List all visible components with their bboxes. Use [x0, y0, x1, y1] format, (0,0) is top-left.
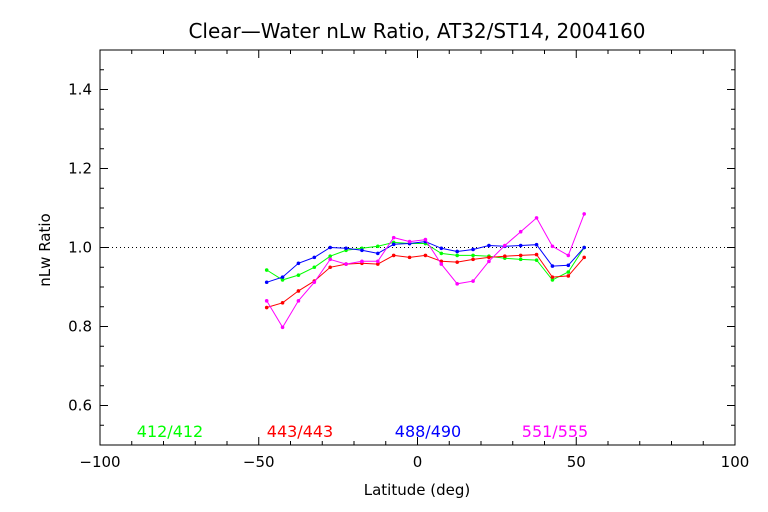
data-point — [407, 255, 412, 260]
data-point — [296, 273, 301, 277]
data-point — [328, 254, 332, 258]
y-tick-label: 1.4 — [68, 81, 92, 99]
data-point — [344, 246, 348, 251]
data-point — [280, 325, 285, 330]
data-point — [264, 268, 269, 272]
data-point — [550, 244, 555, 249]
data-point — [518, 243, 523, 248]
data-point — [439, 262, 444, 266]
data-point — [439, 246, 444, 251]
data-point — [376, 262, 380, 266]
x-tick-label: 0 — [413, 453, 423, 471]
data-point — [423, 253, 428, 258]
y-axis-label: nLw Ratio — [36, 213, 54, 286]
x-tick-label: −50 — [243, 453, 275, 471]
data-point — [487, 255, 491, 260]
data-point — [566, 253, 571, 258]
x-tick-label: 100 — [721, 453, 750, 471]
data-point — [471, 253, 475, 258]
data-point — [344, 262, 348, 266]
data-point — [518, 229, 523, 234]
x-axis-label: Latitude (deg) — [364, 481, 470, 499]
data-point — [280, 278, 285, 282]
series-443-443 — [264, 252, 586, 310]
data-point — [534, 216, 539, 220]
series-551-555 — [264, 212, 586, 330]
data-point — [534, 242, 539, 247]
data-point — [296, 261, 301, 266]
y-tick-label: 1.2 — [68, 160, 92, 178]
data-point — [582, 255, 586, 260]
data-point — [439, 251, 444, 256]
data-point — [550, 275, 555, 279]
data-point — [455, 253, 459, 258]
y-tick-label: 1.0 — [68, 239, 92, 257]
series-layer — [264, 212, 586, 330]
data-point — [328, 245, 332, 250]
data-point — [312, 280, 317, 285]
tick-labels: −100 −50 0 50 100 0.6 0.8 1.0 1.2 1.4 — [68, 81, 749, 472]
data-point — [312, 265, 317, 270]
data-point — [264, 299, 269, 303]
data-point — [312, 255, 317, 260]
data-point — [582, 212, 586, 216]
data-point — [360, 259, 364, 264]
data-point — [471, 247, 475, 252]
data-point — [391, 242, 396, 247]
data-point — [550, 264, 555, 268]
series-line — [266, 213, 585, 329]
data-point — [328, 265, 332, 270]
data-point — [280, 275, 285, 279]
data-point — [455, 282, 459, 286]
series-488-490 — [264, 239, 586, 285]
data-point — [582, 245, 586, 250]
legend-entry: 488/490 — [395, 422, 461, 441]
chart-title: Clear—Water nLw Ratio, AT32/ST14, 200416… — [188, 19, 645, 43]
data-point — [423, 237, 428, 242]
data-point — [518, 257, 523, 262]
x-tick-label: −100 — [79, 453, 120, 471]
data-point — [296, 299, 301, 303]
data-point — [566, 274, 571, 278]
data-point — [376, 244, 380, 249]
y-tick-label: 0.8 — [68, 318, 92, 336]
data-point — [487, 243, 491, 248]
data-point — [376, 259, 380, 264]
data-point — [391, 235, 396, 240]
data-point — [264, 305, 269, 310]
data-point — [566, 263, 571, 268]
data-point — [264, 280, 269, 285]
data-point — [534, 258, 539, 262]
plot-area-frame — [99, 49, 736, 446]
data-point — [518, 253, 523, 258]
legend: 412/412 443/443 488/490 551/555 — [137, 422, 588, 441]
x-tick-label: 50 — [567, 453, 586, 471]
data-point — [534, 252, 539, 257]
data-point — [455, 249, 459, 254]
y-tick-label: 0.6 — [68, 397, 92, 415]
data-point — [566, 270, 571, 274]
data-point — [360, 248, 364, 253]
data-point — [550, 278, 555, 282]
data-point — [328, 257, 332, 262]
data-point — [487, 259, 491, 264]
data-point — [391, 253, 396, 258]
legend-entry: 551/555 — [522, 422, 588, 441]
data-point — [503, 243, 507, 248]
data-point — [280, 301, 285, 305]
legend-entry: 412/412 — [137, 422, 203, 441]
data-point — [296, 289, 301, 293]
data-point — [503, 254, 507, 258]
axis-ticks — [99, 49, 736, 446]
legend-entry: 443/443 — [267, 422, 333, 441]
data-point — [376, 251, 380, 256]
data-point — [471, 279, 475, 283]
data-point — [455, 260, 459, 264]
data-point — [407, 239, 412, 244]
data-point — [471, 257, 475, 262]
